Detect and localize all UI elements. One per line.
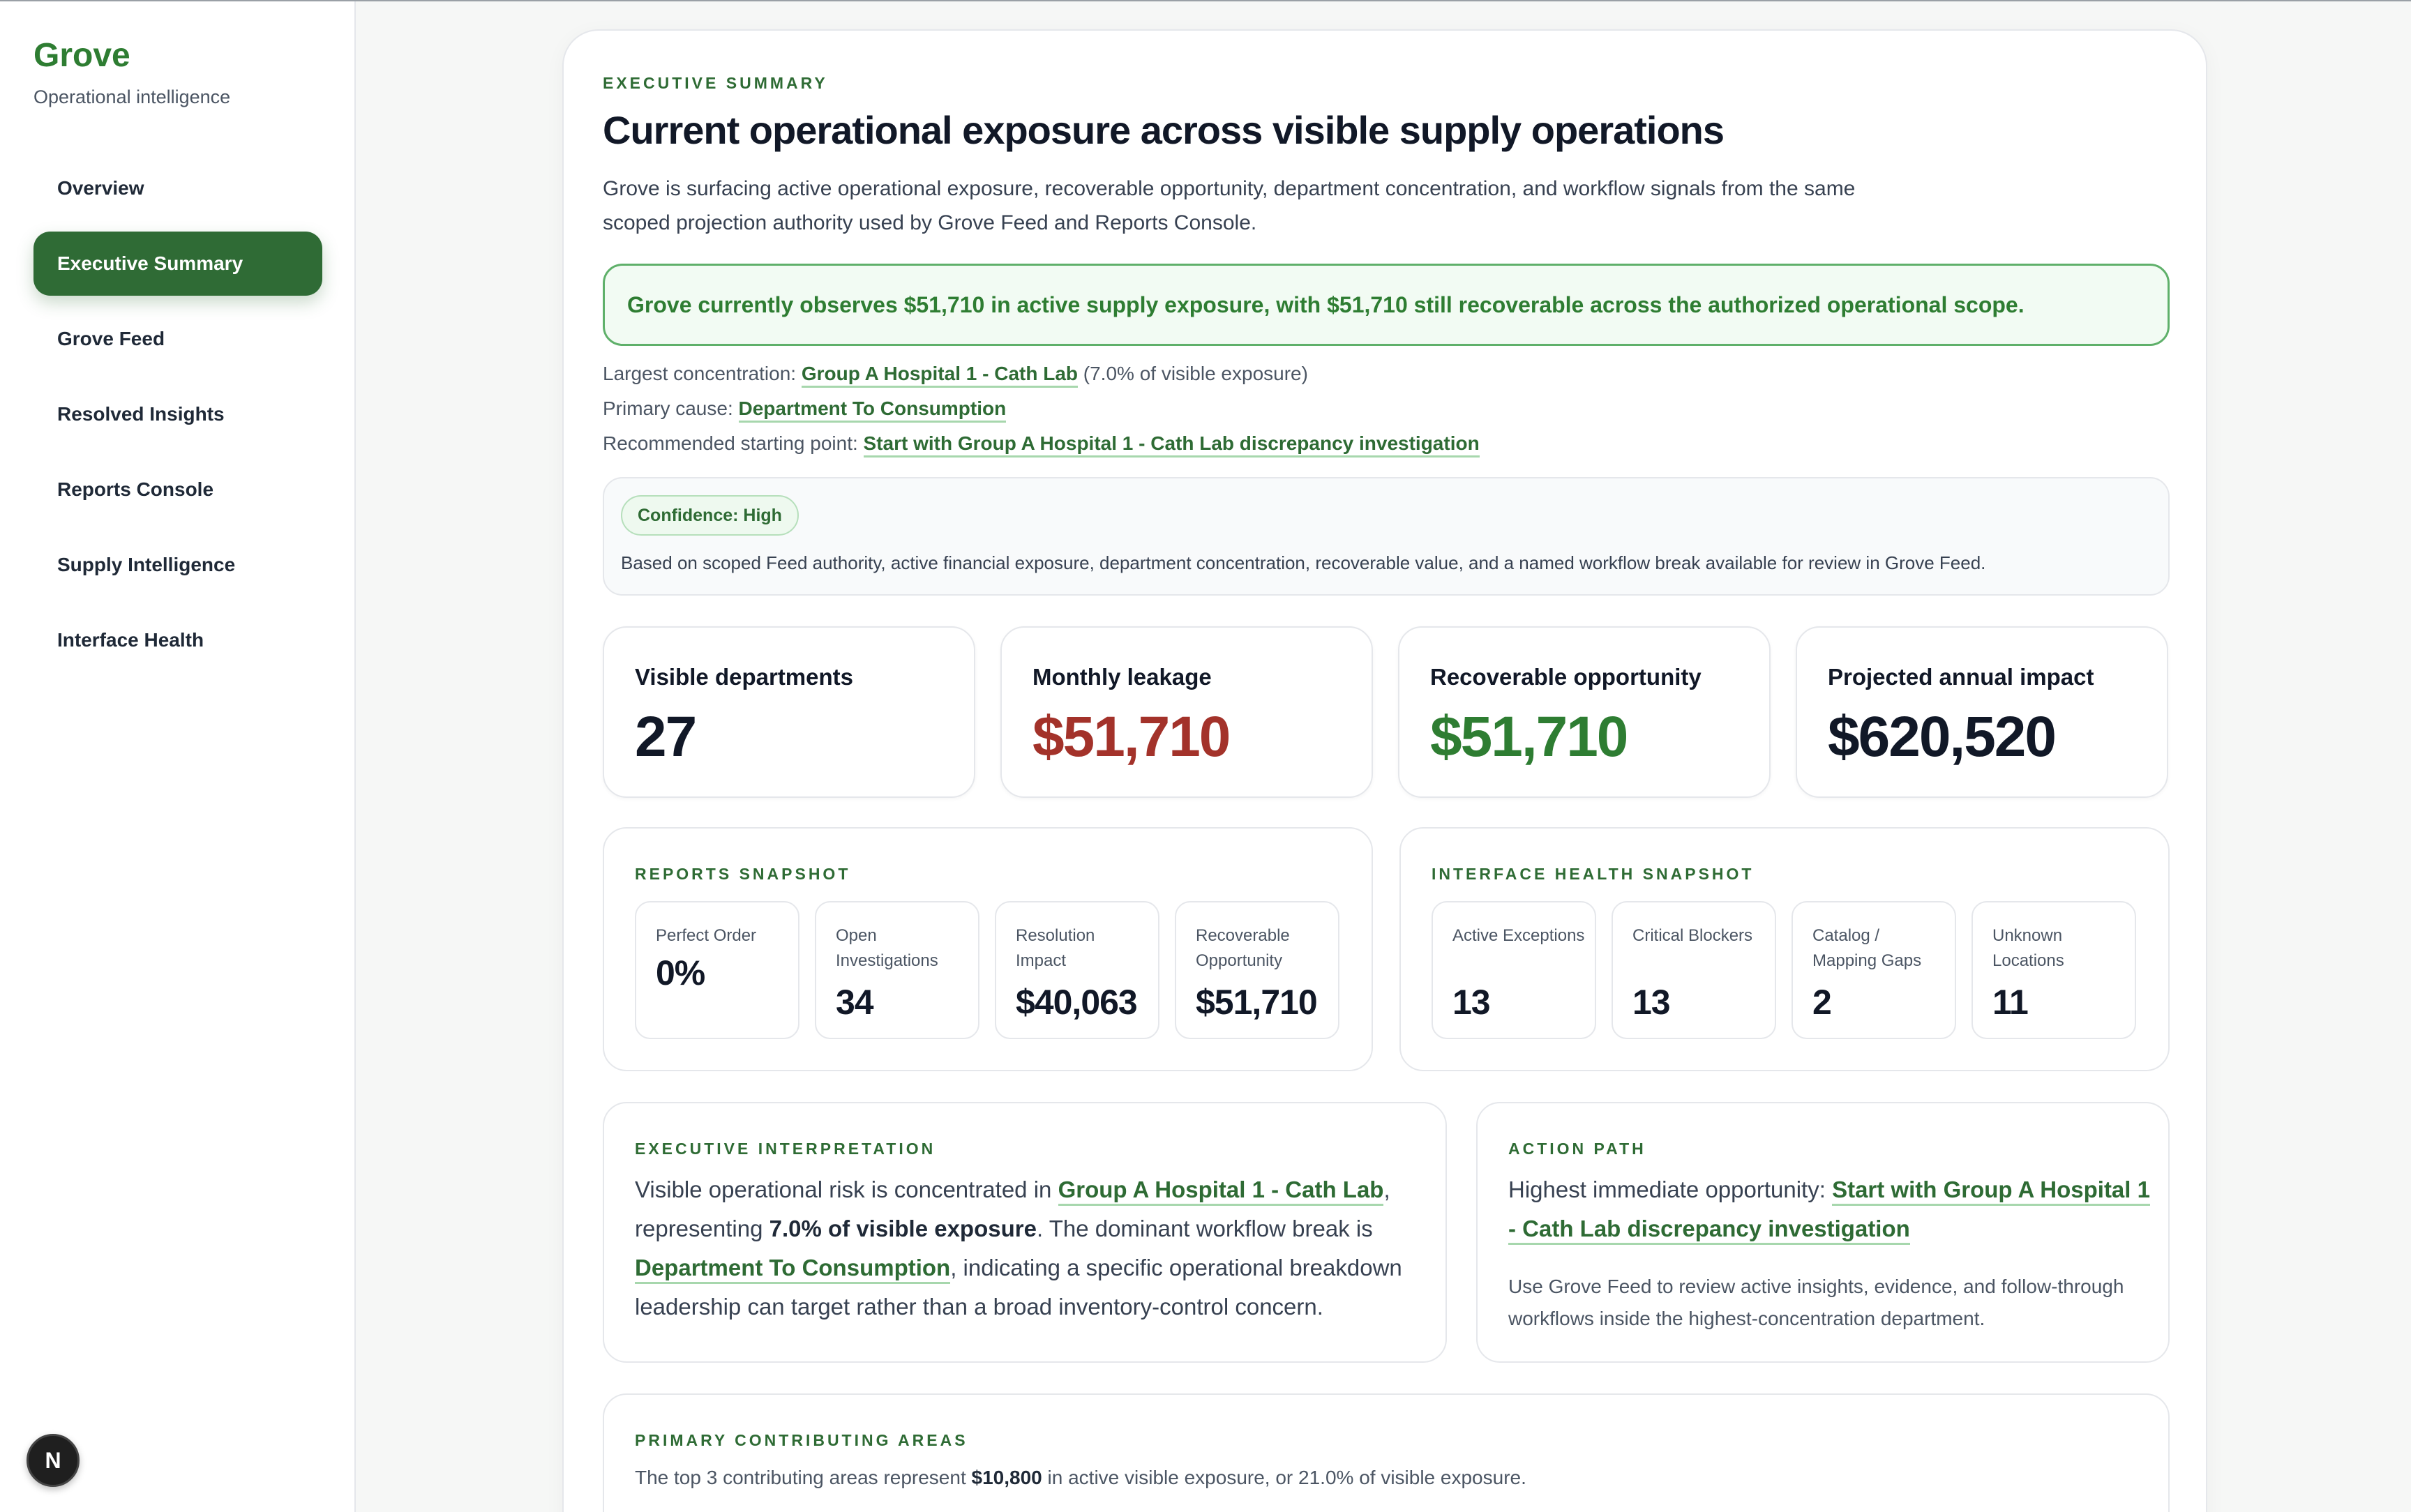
stat-label: Recoverable Opportunity	[1196, 926, 1290, 970]
kpi-card-projected-annual-impact: Projected annual impact $620,520	[1796, 626, 2168, 798]
text-segment: , indicating a specific operational brea…	[635, 1255, 1402, 1320]
interpretation-text: Visible operational risk is concentrated…	[635, 1170, 1416, 1326]
kpi-label: Visible departments	[635, 664, 854, 690]
largest-concentration-line: Largest concentration: Group A Hospital …	[603, 363, 1308, 388]
stat-value: $40,063	[1016, 983, 1138, 1022]
cause-label: Primary cause:	[603, 398, 733, 419]
stat-label: Perfect Order	[656, 926, 757, 945]
kpi-card-visible-departments: Visible departments 27	[603, 626, 975, 798]
text-segment: . The dominant workflow break is	[1036, 1216, 1373, 1241]
executive-summary-card: EXECUTIVE SUMMARY Current operational ex…	[562, 29, 2207, 1512]
text-segment: Visible operational risk is concentrated…	[635, 1177, 1058, 1202]
kpi-value: $51,710	[1430, 705, 1628, 769]
page-description: Grove is surfacing active operational ex…	[603, 177, 1856, 234]
sidebar: Grove Operational intelligence Overview …	[0, 1, 356, 1512]
text-segment: , representing	[635, 1177, 1390, 1241]
action-path-link[interactable]: Start with Group A Hospital 1 - Cath Lab…	[1508, 1177, 2150, 1245]
contributing-amount: $10,800	[971, 1467, 1042, 1488]
stat-resolution-impact: Resolution Impact $40,063	[995, 901, 1159, 1039]
sidebar-item-overview[interactable]: Overview	[57, 177, 144, 199]
confidence-badge: Confidence: High	[621, 495, 799, 536]
stat-label: Active Exceptions	[1452, 926, 1585, 945]
page-title: Current operational exposure across visi…	[603, 108, 1725, 152]
kpi-value: $51,710	[1032, 705, 1231, 769]
concentration-link[interactable]: Group A Hospital 1 - Cath Lab	[1058, 1177, 1384, 1206]
primary-cause-line: Primary cause: Department To Consumption	[603, 398, 1007, 423]
sidebar-item-interface-health[interactable]: Interface Health	[57, 629, 204, 651]
interface-snapshot-title: INTERFACE HEALTH SNAPSHOT	[1432, 865, 1755, 883]
stat-label: Critical Blockers	[1632, 926, 1753, 945]
start-label: Recommended starting point:	[603, 432, 858, 454]
stat-label: Resolution Impact	[1016, 926, 1095, 970]
text-segment: The top 3 contributing areas represent	[635, 1467, 972, 1488]
stat-value: $51,710	[1196, 983, 1318, 1022]
exposure-share: 7.0% of visible exposure	[769, 1216, 1037, 1241]
stat-value: 11	[1992, 983, 2029, 1022]
stat-unknown-locations: Unknown Locations 11	[1971, 901, 2136, 1039]
contributing-title: PRIMARY CONTRIBUTING AREAS	[635, 1431, 968, 1449]
kpi-label: Projected annual impact	[1828, 664, 2094, 690]
confidence-text: Based on scoped Feed authority, active f…	[621, 552, 1986, 573]
workflow-break-link[interactable]: Department To Consumption	[635, 1255, 951, 1284]
sidebar-item-executive-summary[interactable]: Executive Summary	[33, 232, 322, 296]
stat-label: Catalog / Mapping Gaps	[1812, 926, 1922, 970]
sidebar-item-grove-feed[interactable]: Grove Feed	[57, 328, 165, 349]
contributing-text: The top 3 contributing areas represent $…	[635, 1462, 1526, 1494]
stat-value: 0%	[656, 953, 705, 992]
cause-link[interactable]: Department To Consumption	[738, 398, 1007, 423]
sidebar-item-resolved-insights[interactable]: Resolved Insights	[57, 403, 225, 425]
executive-interpretation-panel: EXECUTIVE INTERPRETATION Visible operati…	[603, 1102, 1447, 1363]
kpi-card-recoverable-opportunity: Recoverable opportunity $51,710	[1398, 626, 1771, 798]
concentration-link[interactable]: Group A Hospital 1 - Cath Lab	[801, 363, 1078, 388]
sidebar-nav: Overview Executive Summary Grove Feed Re…	[33, 156, 322, 683]
confidence-box: Confidence: High Based on scoped Feed au…	[603, 477, 2170, 596]
next-dev-badge[interactable]: N	[27, 1434, 80, 1487]
action-path-note: Use Grove Feed to review active insights…	[1508, 1276, 2124, 1329]
stat-label: Open Investigations	[836, 926, 938, 970]
stat-recoverable-opportunity: Recoverable Opportunity $51,710	[1175, 901, 1339, 1039]
sidebar-item-reports-console[interactable]: Reports Console	[57, 478, 214, 500]
stat-perfect-order: Perfect Order 0%	[635, 901, 799, 1039]
action-path-lead: Highest immediate opportunity: Start wit…	[1508, 1170, 2150, 1248]
stat-catalog-mapping-gaps: Catalog / Mapping Gaps 2	[1792, 901, 1956, 1039]
reports-snapshot-title: REPORTS SNAPSHOT	[635, 865, 851, 883]
action-path-title: ACTION PATH	[1508, 1140, 1646, 1158]
stat-critical-blockers: Critical Blockers 13	[1612, 901, 1776, 1039]
stat-value: 34	[836, 983, 874, 1022]
window-top-border	[0, 0, 2411, 1]
stat-open-investigations: Open Investigations 34	[815, 901, 979, 1039]
concentration-note: (7.0% of visible exposure)	[1083, 363, 1308, 384]
text-segment: in active visible exposure, or 21.0% of …	[1042, 1467, 1526, 1488]
sidebar-item-supply-intelligence[interactable]: Supply Intelligence	[57, 554, 236, 575]
stat-value: 2	[1812, 983, 1832, 1022]
section-eyebrow: EXECUTIVE SUMMARY	[603, 74, 828, 92]
concentration-label: Largest concentration:	[603, 363, 797, 384]
kpi-card-monthly-leakage: Monthly leakage $51,710	[1000, 626, 1373, 798]
kpi-value: $620,520	[1828, 705, 2057, 769]
action-path-panel: ACTION PATH Highest immediate opportunit…	[1476, 1102, 2170, 1363]
stat-value: 13	[1632, 983, 1671, 1022]
kpi-label: Monthly leakage	[1032, 664, 1212, 690]
reports-snapshot-panel: REPORTS SNAPSHOT Perfect Order 0% Open I…	[603, 827, 1373, 1071]
exposure-banner: Grove currently observes $51,710 in acti…	[603, 264, 2170, 346]
text-segment: Highest immediate opportunity:	[1508, 1177, 1833, 1202]
primary-contributing-areas-panel: PRIMARY CONTRIBUTING AREAS The top 3 con…	[603, 1393, 2170, 1512]
stat-label: Unknown Locations	[1992, 926, 2064, 970]
start-link[interactable]: Start with Group A Hospital 1 - Cath Lab…	[863, 432, 1480, 458]
interpretation-title: EXECUTIVE INTERPRETATION	[635, 1140, 936, 1158]
brand-tagline: Operational intelligence	[33, 86, 231, 107]
stat-value: 13	[1452, 983, 1491, 1022]
brand-logo[interactable]: Grove	[33, 37, 130, 74]
stat-active-exceptions: Active Exceptions 13	[1432, 901, 1596, 1039]
interface-health-snapshot-panel: INTERFACE HEALTH SNAPSHOT Active Excepti…	[1399, 827, 2170, 1071]
kpi-label: Recoverable opportunity	[1430, 664, 1702, 690]
kpi-value: 27	[635, 705, 697, 769]
recommended-start-line: Recommended starting point: Start with G…	[603, 432, 1480, 458]
